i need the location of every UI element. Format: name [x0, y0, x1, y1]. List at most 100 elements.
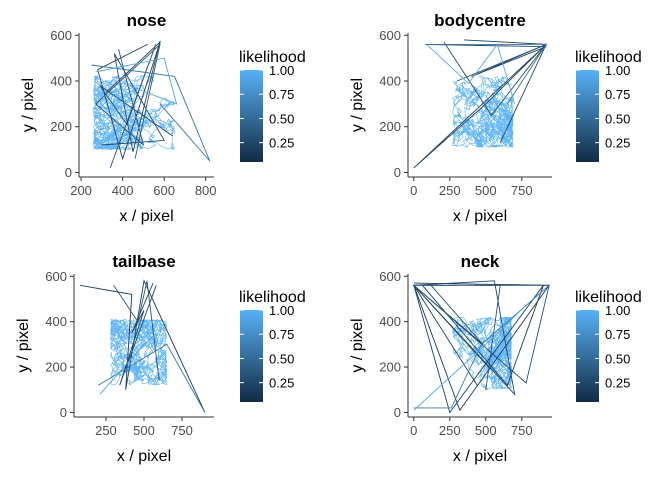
y-tick-label: 400	[379, 314, 401, 329]
x-tick-label: 250	[95, 423, 117, 438]
legend-break-label: 0.75	[269, 327, 294, 342]
legend-break-label: 0.75	[605, 327, 630, 342]
trajectory-segment	[91, 64, 211, 162]
legend-colorbar	[576, 70, 599, 162]
trajectory-segment	[428, 43, 548, 105]
plot-area	[412, 280, 550, 414]
x-axis-label: x / pixel	[453, 448, 507, 465]
legend-title: likelihood	[575, 289, 642, 306]
legend-break-label: 0.25	[269, 136, 294, 151]
y-axis-label: y / pixel	[349, 318, 366, 372]
trajectory-segment	[443, 41, 548, 117]
trajectory-segment	[97, 40, 161, 161]
x-tick-label: 0	[410, 423, 417, 438]
legend-break-label: 1.00	[269, 63, 294, 78]
y-tick-label: 200	[50, 119, 72, 134]
trajectory-segment	[425, 43, 548, 143]
panel-neck: 0 250 500 750 0 200 400 600 neck x / pixel y / pix…	[349, 252, 642, 465]
trajectory-segment	[95, 57, 178, 105]
panel-nose: 200 400 600 800 0 200 400 600 nose x / pixel y / p…	[20, 11, 306, 225]
y-tick-label: 400	[45, 314, 67, 329]
legend-break-label: 0.25	[605, 376, 630, 391]
trajectory-segment	[80, 279, 206, 413]
trajectory-segment	[113, 280, 160, 381]
x-tick-label: 500	[475, 423, 497, 438]
y-tick-label: 600	[45, 269, 67, 284]
trajectory-segment	[98, 343, 206, 413]
y-tick-label: 200	[45, 360, 67, 375]
trajectory-segment	[426, 43, 516, 105]
arena-trajectory-line	[92, 75, 175, 151]
x-tick-label: 250	[439, 423, 461, 438]
arena-trajectory-line	[452, 316, 513, 391]
legend-title: likelihood	[575, 49, 642, 66]
legend-break-label: 1.00	[605, 63, 630, 78]
y-tick-label: 400	[50, 74, 72, 89]
legend-colorbar	[576, 310, 599, 402]
panel-title: tailbase	[112, 252, 175, 271]
legend-break-label: 0.25	[605, 136, 630, 151]
legend-colorbar	[240, 310, 263, 402]
panel-title: neck	[461, 252, 500, 271]
legend-break-label: 1.00	[605, 303, 630, 318]
x-tick-label: 750	[511, 423, 533, 438]
plot-area	[91, 40, 211, 169]
panel-title: nose	[127, 11, 167, 30]
legend-colorbar	[240, 70, 263, 162]
y-tick-label: 200	[379, 119, 401, 134]
y-tick-label: 200	[379, 360, 401, 375]
x-tick-label: 250	[439, 183, 461, 198]
legend-break-label: 0.50	[269, 351, 294, 366]
y-tick-label: 0	[394, 405, 401, 420]
legend-break-label: 1.00	[269, 303, 294, 318]
legend-break-label: 0.50	[605, 351, 630, 366]
x-tick-label: 750	[171, 423, 193, 438]
x-axis-label: x / pixel	[119, 208, 173, 225]
x-axis-label: x / pixel	[453, 208, 507, 225]
x-tick-label: 500	[133, 423, 155, 438]
x-tick-label: 400	[112, 183, 134, 198]
x-axis-label: x / pixel	[117, 448, 171, 465]
x-tick-label: 600	[153, 183, 175, 198]
legend-break-label: 0.75	[269, 87, 294, 102]
plot-area	[80, 279, 206, 413]
trajectory-segment	[413, 284, 550, 409]
y-axis-label: y / pixel	[349, 78, 366, 132]
trajectory-segment	[413, 307, 524, 411]
trajectory-segment	[412, 284, 501, 390]
y-tick-label: 600	[379, 269, 401, 284]
y-tick-label: 0	[60, 405, 67, 420]
legend-break-label: 0.25	[269, 376, 294, 391]
trajectory-segment	[99, 325, 166, 395]
y-axis-label: y / pixel	[15, 318, 32, 372]
y-tick-label: 600	[50, 28, 72, 43]
arena-trajectory-line	[452, 75, 514, 149]
y-tick-label: 0	[394, 165, 401, 180]
y-tick-label: 400	[379, 74, 401, 89]
legend-title: likelihood	[239, 289, 306, 306]
legend-break-label: 0.50	[269, 111, 294, 126]
trajectory-segment	[99, 44, 173, 169]
trajectory-segment	[94, 43, 161, 159]
x-tick-label: 0	[410, 183, 417, 198]
x-tick-label: 500	[475, 183, 497, 198]
x-tick-label: 750	[511, 183, 533, 198]
trajectory-segment	[413, 280, 516, 396]
y-tick-label: 600	[379, 28, 401, 43]
legend-title: likelihood	[239, 49, 306, 66]
panel-tailbase: 250 500 750 0 200 400 600 tailbase x / pixel y / …	[15, 252, 306, 465]
y-axis-label: y / pixel	[20, 78, 37, 132]
trajectory-segment	[413, 39, 548, 169]
y-tick-label: 0	[65, 165, 72, 180]
legend-break-label: 0.50	[605, 111, 630, 126]
panel-title: bodycentre	[434, 11, 526, 30]
x-tick-label: 200	[70, 183, 92, 198]
plot-area	[413, 39, 548, 169]
panel-bodycentre: 0 250 500 750 0 200 400 600 bodycentre x / pixel y…	[349, 11, 642, 225]
